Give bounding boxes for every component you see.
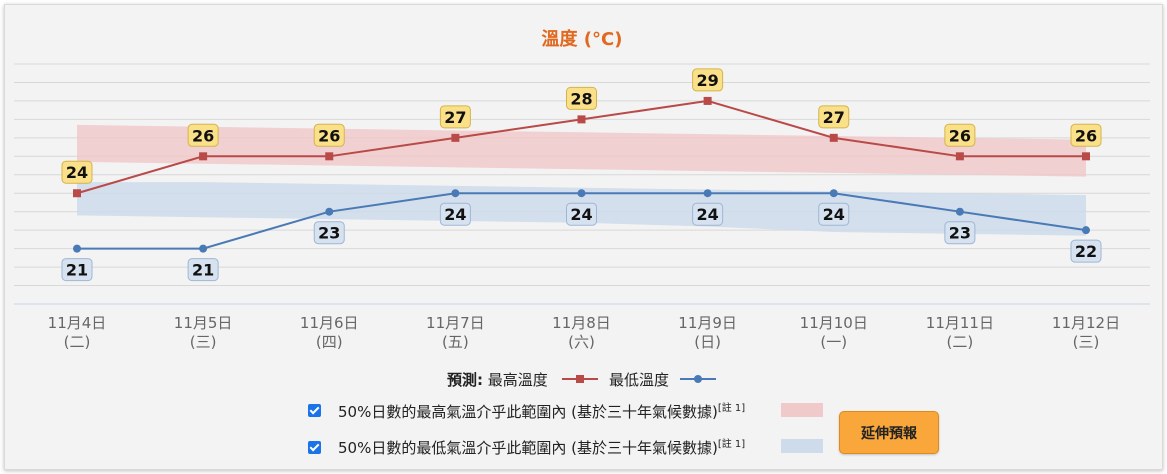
min-temp-point[interactable] [577, 189, 586, 198]
band-min-swatch [781, 439, 823, 453]
max-temp-point[interactable] [955, 152, 964, 161]
max-temp-label-box [1070, 123, 1102, 147]
min-temp-label: 23 [318, 224, 340, 243]
x-tick-weekday: (一) [820, 333, 847, 351]
min-temp-label: 24 [823, 205, 845, 224]
max-temp-point[interactable] [1082, 152, 1090, 161]
min-temp-label-box [313, 221, 345, 245]
min-temp-label: 21 [192, 261, 214, 280]
min-temp-label-box [439, 202, 471, 226]
x-tick-weekday: (三) [190, 333, 217, 351]
max-temp-label: 24 [66, 163, 88, 182]
min-temp-label: 24 [696, 205, 718, 224]
max-temp-point[interactable] [325, 152, 334, 161]
forecast-label: 預測: [447, 371, 483, 389]
x-tick-date: 11月5日 [174, 314, 233, 332]
max-temp-point[interactable] [73, 189, 81, 198]
max-temp-label-box [61, 160, 93, 184]
chart-title: 溫度 (°C) [542, 28, 623, 50]
max-temp-label: 26 [318, 126, 340, 145]
min-temp-label: 24 [570, 205, 592, 224]
x-tick-date: 11月4日 [48, 314, 107, 332]
max-temp-point[interactable] [703, 96, 712, 105]
x-axis: 11月4日(二)11月5日(三)11月6日(四)11月7日(五)11月8日(六)… [48, 314, 1120, 351]
min-temp-point[interactable] [451, 189, 460, 198]
band-max-swatch [781, 403, 823, 417]
max-temp-label: 28 [570, 89, 592, 108]
max-temp-point[interactable] [829, 133, 838, 142]
x-tick-weekday: (二) [947, 333, 974, 351]
legend-min-marker [680, 375, 716, 383]
max-temp-label-box [439, 105, 471, 129]
legend-min-item[interactable]: 最低溫度 [609, 369, 669, 390]
min-temp-point[interactable] [199, 244, 208, 253]
min-temp-label-box [692, 202, 724, 226]
extend-forecast-button[interactable]: 延伸預報 [839, 411, 939, 454]
max-temp-label-box [187, 123, 219, 147]
legend-max-marker [562, 375, 598, 383]
min-temp-label-box [1070, 239, 1102, 263]
max-temp-label: 27 [444, 108, 466, 127]
min-temp-label: 21 [66, 261, 88, 280]
x-tick-date: 11月12日 [1052, 314, 1120, 332]
min-temp-point[interactable] [703, 189, 712, 198]
band-max-text-row: 50%日數的最高氣溫介乎此範圍內 (基於三十年氣候數據)[註 1] [338, 399, 745, 422]
min-temp-point[interactable] [955, 207, 964, 216]
max-temp-label-box [313, 123, 345, 147]
x-tick-date: 11月7日 [426, 314, 485, 332]
max-temp-point[interactable] [451, 133, 460, 142]
series-legend: 預測: 最高溫度 [447, 369, 548, 390]
legend-min-label: 最低溫度 [609, 371, 670, 389]
max-temp-band [77, 124, 1086, 177]
x-tick-weekday: (六) [568, 333, 595, 351]
band-max-note[interactable]: [註 1] [717, 403, 746, 414]
band-min-note[interactable]: [註 1] [717, 439, 746, 450]
max-temp-point[interactable] [577, 115, 586, 124]
max-temp-label: 26 [1075, 126, 1097, 145]
min-temp-point[interactable] [73, 244, 81, 253]
band-min-checkbox[interactable] [308, 441, 321, 454]
min-temp-point[interactable] [1082, 226, 1090, 235]
max-temp-label-box [566, 86, 597, 110]
x-tick-weekday: (日) [694, 333, 721, 351]
x-tick-date: 11月10日 [800, 314, 868, 332]
min-temp-label-box [566, 202, 597, 226]
max-temp-label: 26 [949, 126, 971, 145]
max-temp-label-box [944, 123, 976, 147]
min-temp-point[interactable] [829, 189, 838, 198]
min-temp-label-box [61, 258, 93, 282]
max-temp-label: 29 [696, 71, 718, 90]
max-temp-label: 26 [192, 126, 214, 145]
max-temp-label-box [818, 105, 850, 129]
x-tick-weekday: (四) [316, 333, 343, 351]
series-lines [73, 96, 1090, 253]
min-temp-label-box [818, 202, 850, 226]
max-temp-label-box [692, 68, 724, 92]
legend-max-label[interactable]: 最高溫度 [487, 371, 548, 389]
min-temp-label: 22 [1075, 242, 1097, 261]
band-min-text: 50%日數的最低氣溫介乎此範圍內 (基於三十年氣候數據) [338, 439, 718, 457]
max-temp-point[interactable] [199, 152, 208, 161]
x-tick-date: 11月11日 [926, 314, 994, 332]
data-labels: 24 26 26 27 28 29 27 26 26 21 21 23 24 24 24 24 23 22 [61, 68, 1102, 282]
x-tick-date: 11月8日 [552, 314, 611, 332]
min-temp-point[interactable] [325, 207, 334, 216]
min-temp-label-box [944, 221, 976, 245]
min-temp-label: 24 [444, 205, 466, 224]
min-temp-label: 23 [949, 224, 971, 243]
band-max-checkbox[interactable] [308, 404, 321, 417]
x-tick-weekday: (二) [64, 333, 91, 351]
band-max-text: 50%日數的最高氣溫介乎此範圍內 (基於三十年氣候數據) [338, 403, 718, 421]
x-tick-date: 11月9日 [678, 314, 737, 332]
x-tick-weekday: (三) [1073, 333, 1100, 351]
x-tick-weekday: (五) [442, 333, 469, 351]
min-temp-label-box [187, 258, 219, 282]
x-tick-date: 11月6日 [300, 314, 359, 332]
band-min-text-row: 50%日數的最低氣溫介乎此範圍內 (基於三十年氣候數據)[註 1] [338, 435, 745, 458]
max-temp-label: 27 [823, 108, 845, 127]
